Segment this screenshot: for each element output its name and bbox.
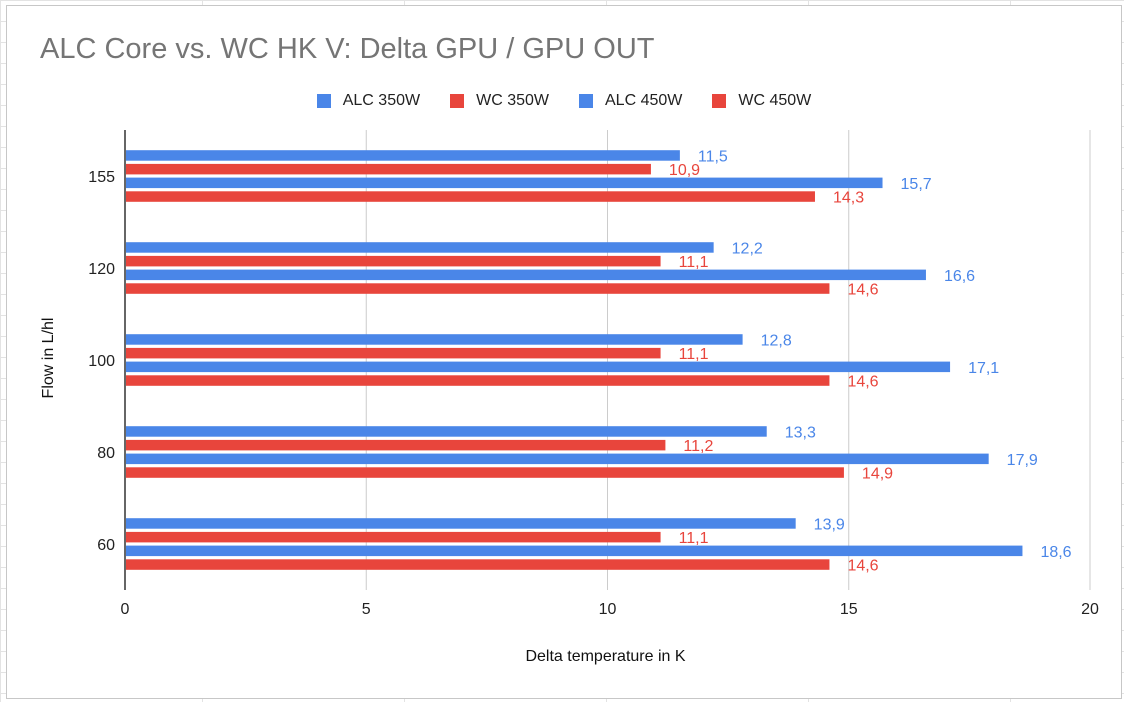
y-tick-label: 80: [97, 445, 115, 462]
bar-wc-350w[interactable]: [126, 439, 666, 451]
data-label: 14,3: [833, 190, 864, 207]
legend-label: WC 350W: [476, 92, 549, 109]
legend-swatch-wc-350w: [450, 94, 465, 108]
data-label: 14,6: [847, 282, 878, 299]
legend-label: ALC 350W: [342, 92, 421, 109]
axes: 0 5 10 15 20 155 120 100 80 60: [88, 130, 1099, 618]
legend-swatch-alc-450w: [579, 94, 593, 108]
data-label: 11,1: [679, 254, 709, 271]
bar-alc-350w[interactable]: [126, 150, 680, 161]
gridlines: [365, 130, 1091, 590]
bar-alc-350w[interactable]: [126, 334, 743, 345]
bar-wc-450w[interactable]: [126, 467, 844, 478]
x-tick-label: 0: [121, 601, 130, 618]
bar-wc-350w[interactable]: [126, 255, 661, 267]
x-tick-label: 20: [1081, 601, 1099, 618]
y-tick-label: 120: [88, 261, 115, 278]
bar-alc-350w[interactable]: [126, 518, 796, 529]
legend-item-alc-350w[interactable]: ALC 350W: [316, 92, 421, 110]
data-label: 10,9: [669, 162, 700, 179]
y-tick-label: 155: [88, 169, 115, 186]
bar-alc-450w[interactable]: [126, 545, 1023, 557]
legend-item-alc-450w[interactable]: ALC 450W: [579, 92, 682, 110]
legend-label: WC 450W: [738, 92, 812, 109]
data-label: 11,5: [698, 148, 728, 165]
data-label: 12,8: [761, 332, 792, 349]
data-label: 13,9: [814, 516, 845, 533]
bar-alc-450w[interactable]: [126, 177, 883, 189]
bar-alc-450w[interactable]: [126, 453, 989, 465]
legend-swatch-alc-350w: [316, 94, 331, 108]
data-label: 14,9: [862, 466, 893, 483]
x-tick-label: 15: [840, 601, 858, 618]
bar-wc-450w[interactable]: [126, 559, 830, 570]
bar-wc-350w[interactable]: [126, 347, 661, 359]
legend-swatch-wc-450w: [712, 94, 727, 108]
data-label: 14,6: [847, 374, 878, 391]
data-label: 12,2: [732, 240, 763, 257]
y-tick-label: 60: [97, 537, 115, 554]
x-tick-label: 5: [362, 601, 371, 618]
data-labels: 11,510,9 15,7 14,3 12,2 11,1 16,6 14,6 12,8 11,1…: [669, 148, 1072, 574]
legend-label: ALC 450W: [605, 92, 683, 109]
bar-alc-350w[interactable]: [126, 426, 767, 437]
data-label: 15,7: [901, 176, 932, 193]
bar-alc-450w[interactable]: [126, 361, 951, 373]
bar-wc-450w[interactable]: [126, 191, 815, 202]
bar-wc-350w[interactable]: [126, 531, 661, 543]
data-label: 11,2: [683, 438, 713, 455]
bars: [126, 150, 1023, 570]
x-tick-label: 10: [599, 601, 617, 618]
data-label: 17,1: [968, 360, 999, 377]
data-label: 17,9: [1007, 452, 1038, 469]
data-label: 11,1: [679, 346, 709, 363]
data-label: 14,6: [847, 558, 878, 575]
legend-item-wc-450w[interactable]: WC 450W: [712, 92, 811, 110]
chart-title: ALC Core vs. WC HK V: Delta GPU / GPU OU…: [40, 33, 655, 65]
data-label: 16,6: [944, 268, 975, 285]
x-axis-title: Delta temperature in K: [525, 648, 685, 665]
bar-alc-350w[interactable]: [126, 242, 714, 253]
y-axis-title: Flow in L/hl: [40, 318, 57, 399]
bar-alc-450w[interactable]: [126, 269, 926, 281]
data-label: 13,3: [785, 424, 816, 441]
bar-wc-450w[interactable]: [126, 283, 830, 294]
bar-wc-450w[interactable]: [126, 375, 830, 386]
data-label: 11,1: [679, 530, 709, 547]
legend-item-wc-350w[interactable]: WC 350W: [450, 92, 549, 110]
legend: ALC 350W WC 350W ALC 450W WC 450W: [7, 92, 1121, 110]
bar-wc-350w[interactable]: [126, 163, 651, 175]
y-tick-label: 100: [88, 353, 115, 370]
data-label: 18,6: [1040, 544, 1071, 561]
